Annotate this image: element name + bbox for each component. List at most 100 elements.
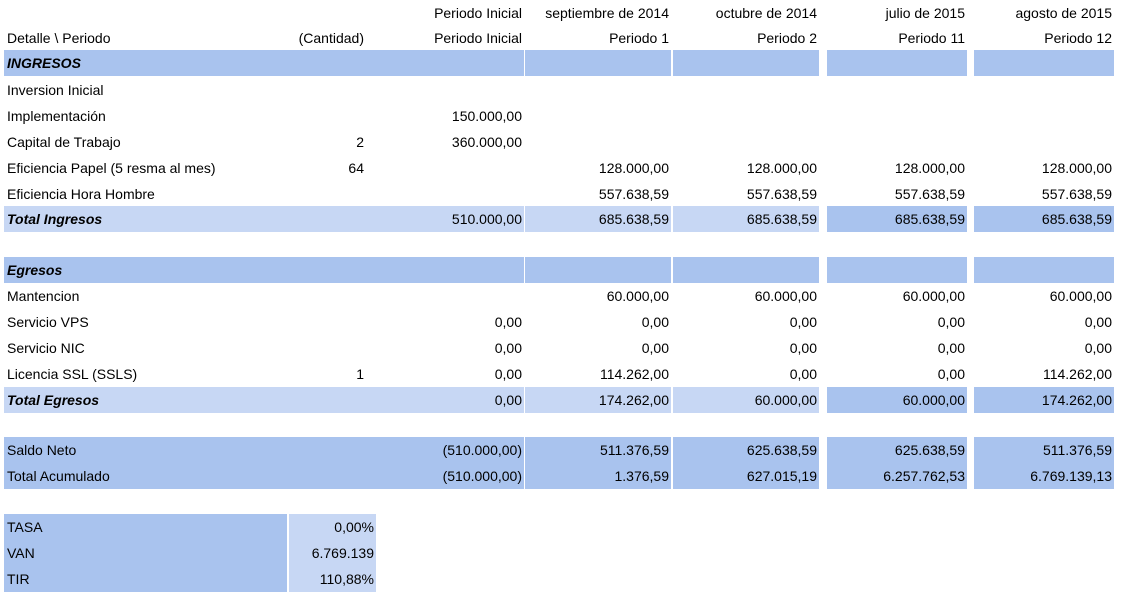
period-name-4: Periodo 12 — [1044, 30, 1112, 46]
row-quantity: 2 — [356, 134, 364, 150]
total-value: 0,00 — [378, 387, 524, 413]
row-value: 557.638,59 — [598, 186, 669, 202]
period-name-0: Periodo Inicial — [434, 30, 522, 46]
row-value: 0,00 — [937, 366, 965, 382]
row-value: 60.000,00 — [606, 288, 669, 304]
saldo-value: (510.000,00) — [378, 437, 524, 463]
egresos-header-cell — [378, 257, 524, 283]
ingresos-title: INGRESOS — [4, 50, 272, 76]
row-value: 0,00 — [937, 314, 965, 330]
period-date-0: Periodo Inicial — [434, 5, 522, 21]
indicator-label: TIR — [4, 566, 287, 592]
row-value: 128.000,00 — [1041, 160, 1112, 176]
row-value: 0,00 — [641, 314, 669, 330]
egresos-title: Egresos — [4, 257, 272, 283]
row-label: Inversion Inicial — [7, 82, 104, 98]
saldo-value: 625.638,59 — [827, 437, 967, 463]
indicator-label: VAN — [4, 540, 287, 566]
egresos-header-cell — [974, 257, 1114, 283]
row-value: 0,00 — [789, 340, 817, 356]
total-value: 685.638,59 — [525, 206, 671, 232]
row-value: 114.262,00 — [599, 366, 669, 382]
row-label: Licencia SSL (SSLS) — [7, 366, 138, 382]
row-value: 0,00 — [789, 314, 817, 330]
indicator-value: 110,88% — [289, 566, 376, 592]
row-label: Eficiencia Papel (5 resma al mes) — [7, 160, 216, 176]
saldo-value: 625.638,59 — [673, 437, 819, 463]
egresos-header-cell — [272, 257, 368, 283]
empty-cell — [272, 206, 368, 232]
total-value: 685.638,59 — [673, 206, 819, 232]
row-value: 128.000,00 — [746, 160, 817, 176]
row-value: 0,00 — [937, 340, 965, 356]
row-value: 128.000,00 — [894, 160, 965, 176]
row-value: 128.000,00 — [598, 160, 669, 176]
ingresos-header-cell — [378, 50, 524, 76]
period-date-3: julio de 2015 — [885, 5, 965, 21]
acumulado-value: (510.000,00) — [378, 463, 524, 489]
row-value: 0,00 — [494, 340, 522, 356]
period-name-1: Periodo 1 — [609, 30, 669, 46]
row-value: 0,00 — [1084, 340, 1112, 356]
acumulado-value: 627.015,19 — [673, 463, 819, 489]
total-value: 174.262,00 — [525, 387, 671, 413]
row-value: 360.000,00 — [451, 134, 522, 150]
row-label: Servicio VPS — [7, 314, 89, 330]
saldo-value: 511.376,59 — [974, 437, 1114, 463]
ingresos-header-cell — [974, 50, 1114, 76]
row-value: 557.638,59 — [746, 186, 817, 202]
total-ingresos-label: Total Ingresos — [4, 206, 272, 232]
indicator-label: TASA — [4, 514, 287, 540]
indicator-value: 6.769.139 — [289, 540, 376, 566]
ingresos-header-cell — [827, 50, 967, 76]
total-value: 510.000,00 — [378, 206, 524, 232]
total-value: 60.000,00 — [673, 387, 819, 413]
row-quantity: 1 — [356, 366, 364, 382]
row-value: 557.638,59 — [1041, 186, 1112, 202]
row-value: 60.000,00 — [902, 288, 965, 304]
total-egresos-label: Total Egresos — [4, 387, 272, 413]
row-value: 150.000,00 — [451, 108, 522, 124]
row-label: Mantencion — [7, 288, 80, 304]
total-value: 60.000,00 — [827, 387, 967, 413]
row-value: 0,00 — [789, 366, 817, 382]
total-acumulado-label: Total Acumulado — [4, 463, 272, 489]
empty-cell — [272, 463, 368, 489]
row-value: 114.262,00 — [1042, 366, 1112, 382]
row-value: 557.638,59 — [894, 186, 965, 202]
detail-header: Detalle \ Periodo — [7, 30, 111, 46]
empty-cell — [272, 437, 368, 463]
row-label: Servicio NIC — [7, 340, 85, 356]
period-name-3: Periodo 11 — [898, 30, 965, 46]
quantity-header: (Cantidad) — [298, 30, 364, 46]
row-value: 0,00 — [494, 366, 522, 382]
total-value: 685.638,59 — [974, 206, 1114, 232]
acumulado-value: 6.769.139,13 — [974, 463, 1114, 489]
period-date-1: septiembre de 2014 — [545, 5, 669, 21]
row-value: 0,00 — [1084, 314, 1112, 330]
egresos-header-cell — [827, 257, 967, 283]
acumulado-value: 6.257.762,53 — [827, 463, 967, 489]
egresos-header-cell — [673, 257, 819, 283]
ingresos-header-cell — [673, 50, 819, 76]
saldo-neto-label: Saldo Neto — [4, 437, 272, 463]
row-value: 60.000,00 — [1049, 288, 1112, 304]
egresos-header-cell — [525, 257, 671, 283]
indicator-value: 0,00% — [289, 514, 376, 540]
row-quantity: 64 — [348, 160, 364, 176]
ingresos-header-cell — [272, 50, 368, 76]
row-label: Eficiencia Hora Hombre — [7, 186, 155, 202]
period-date-2: octubre de 2014 — [715, 5, 817, 21]
total-value: 685.638,59 — [827, 206, 967, 232]
row-value: 0,00 — [641, 340, 669, 356]
period-name-2: Periodo 2 — [757, 30, 817, 46]
acumulado-value: 1.376,59 — [525, 463, 671, 489]
period-date-4: agosto de 2015 — [1015, 5, 1112, 21]
empty-cell — [272, 387, 368, 413]
row-value: 0,00 — [494, 314, 522, 330]
row-value: 60.000,00 — [754, 288, 817, 304]
row-label: Capital de Trabajo — [7, 134, 121, 150]
saldo-value: 511.376,59 — [525, 437, 671, 463]
ingresos-header-cell — [525, 50, 671, 76]
total-value: 174.262,00 — [974, 387, 1114, 413]
